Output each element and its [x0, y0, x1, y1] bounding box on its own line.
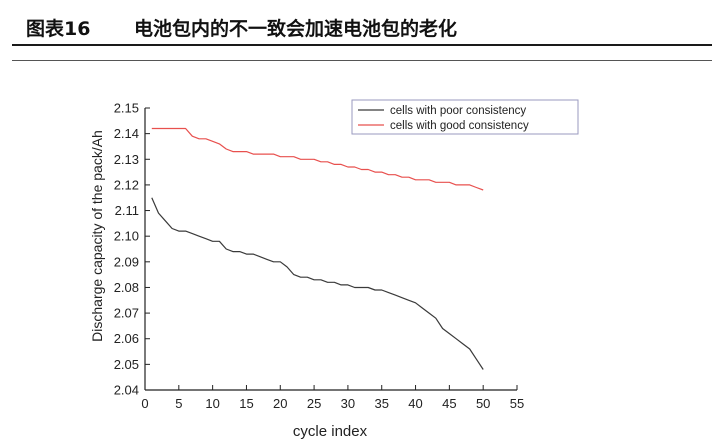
legend-entry: cells with poor consistency: [390, 105, 526, 117]
x-tick-label: 25: [307, 396, 321, 411]
figure-divider: [12, 60, 712, 61]
y-tick-label: 2.08: [114, 280, 139, 295]
chart-ticks: 0 5 10 15 20 25 30 35 40 45 50 55 2.04 2.05 2.06 2.07 2.…: [114, 101, 525, 412]
figure-title: 电池包内的不一致会加速电池包的老化: [134, 18, 458, 40]
x-tick-label: 40: [408, 396, 422, 411]
x-tick-label: 15: [239, 396, 253, 411]
legend-entry: cells with good consistency: [390, 120, 529, 132]
y-tick-label: 2.07: [114, 306, 139, 321]
x-tick-label: 5: [175, 396, 182, 411]
y-tick-label: 2.14: [114, 126, 139, 141]
x-tick-label: 30: [341, 396, 355, 411]
y-tick-label: 2.05: [114, 357, 139, 372]
figure-label: 图表16: [26, 18, 91, 40]
series-line-good-consistency: [151, 127, 484, 191]
y-axis-label: Discharge capacity of the pack/Ah: [89, 130, 105, 342]
y-tick-label: 2.12: [114, 177, 139, 192]
y-tick-label: 2.15: [114, 101, 139, 116]
x-tick-label: 10: [205, 396, 219, 411]
y-tick-label: 2.10: [114, 229, 139, 244]
y-tick-label: 2.04: [114, 383, 139, 398]
x-tick-label: 20: [273, 396, 287, 411]
x-tick-label: 45: [442, 396, 456, 411]
chart-series: [151, 127, 484, 370]
x-tick-label: 0: [141, 396, 148, 411]
figure-header: 图表16 电池包内的不一致会加速电池包的老化: [12, 0, 712, 46]
x-tick-label: 35: [374, 396, 388, 411]
chart-legend: cells with poor consistency cells with go…: [351, 99, 579, 135]
y-tick-label: 2.06: [114, 331, 139, 346]
y-tick-label: 2.09: [114, 254, 139, 269]
x-axis-label: cycle index: [293, 423, 368, 440]
series-line-poor-consistency: [151, 197, 484, 370]
legend-box: [351, 99, 579, 135]
x-tick-label: 50: [476, 396, 490, 411]
y-tick-label: 2.13: [114, 152, 139, 167]
x-tick-label: 55: [510, 396, 524, 411]
chart-axes: [144, 108, 517, 391]
y-tick-label: 2.11: [115, 203, 139, 218]
